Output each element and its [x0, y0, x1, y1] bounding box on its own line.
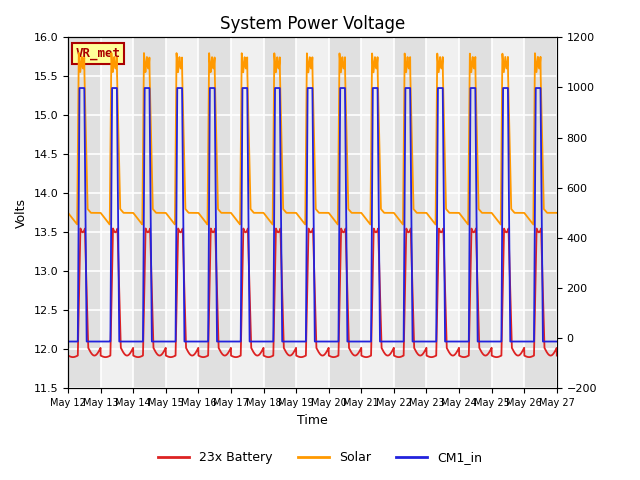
- Y-axis label: Volts: Volts: [15, 198, 28, 228]
- Bar: [166, 37, 198, 388]
- Bar: [231, 37, 264, 388]
- Bar: [296, 37, 329, 388]
- Bar: [524, 37, 557, 388]
- Bar: [394, 37, 426, 388]
- Legend: 23x Battery, Solar, CM1_in: 23x Battery, Solar, CM1_in: [153, 446, 487, 469]
- Text: VR_met: VR_met: [76, 47, 120, 60]
- Title: System Power Voltage: System Power Voltage: [220, 15, 405, 33]
- Bar: [362, 37, 394, 388]
- Bar: [459, 37, 492, 388]
- Bar: [198, 37, 231, 388]
- Bar: [329, 37, 362, 388]
- Bar: [264, 37, 296, 388]
- Bar: [68, 37, 100, 388]
- X-axis label: Time: Time: [297, 414, 328, 427]
- Bar: [492, 37, 524, 388]
- Bar: [133, 37, 166, 388]
- Bar: [426, 37, 459, 388]
- Bar: [100, 37, 133, 388]
